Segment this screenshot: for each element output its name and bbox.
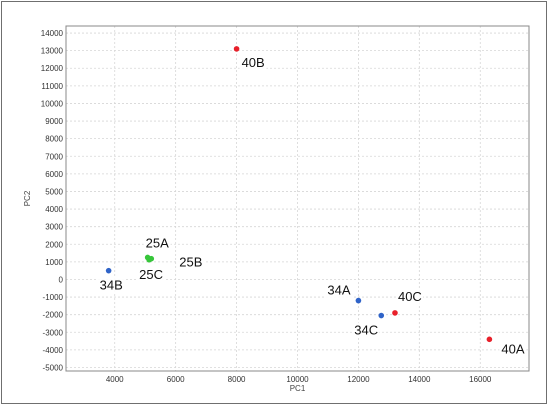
point-34B bbox=[105, 267, 112, 274]
point-label-40B: 40B bbox=[242, 55, 265, 70]
y-tick-label: 7000 bbox=[45, 152, 63, 161]
label-bg bbox=[499, 341, 527, 357]
y-tick-label: -1000 bbox=[43, 293, 64, 302]
point-label-25C: 25C bbox=[139, 267, 163, 282]
data-points bbox=[105, 46, 493, 343]
y-tick-label: 8000 bbox=[45, 135, 63, 144]
label-bg bbox=[137, 266, 165, 282]
x-tick-label: 4000 bbox=[106, 375, 124, 384]
y-tick-label: -4000 bbox=[43, 346, 64, 355]
label-bg bbox=[97, 277, 125, 293]
point-40C bbox=[392, 310, 398, 316]
y-tick-label: 13000 bbox=[41, 47, 64, 56]
x-tick-label: 10000 bbox=[286, 375, 309, 384]
x-tick-label: 6000 bbox=[167, 375, 185, 384]
label-backgrounds bbox=[97, 54, 527, 357]
x-tick-label: 12000 bbox=[347, 375, 370, 384]
label-bg bbox=[352, 322, 380, 338]
y-tick-label: 11000 bbox=[41, 82, 63, 91]
y-tick-label: 0 bbox=[59, 275, 64, 284]
y-tick-label: 12000 bbox=[41, 64, 64, 73]
y-tick-label: -2000 bbox=[43, 311, 64, 320]
point-label-34B: 34B bbox=[100, 278, 123, 293]
x-tick-label: 14000 bbox=[408, 375, 431, 384]
point-40B bbox=[233, 46, 240, 52]
point-label-34A: 34A bbox=[327, 283, 350, 298]
point-34A bbox=[355, 297, 362, 304]
label-bg bbox=[239, 54, 267, 70]
point-label-25A: 25A bbox=[146, 235, 169, 250]
point-40A bbox=[486, 336, 493, 343]
label-bg bbox=[143, 235, 171, 251]
y-tick-label: 10000 bbox=[41, 99, 64, 108]
grid-lines bbox=[66, 26, 529, 371]
plot-area bbox=[65, 25, 530, 372]
x-tick-label: 16000 bbox=[469, 375, 492, 384]
point-25C bbox=[146, 256, 152, 263]
label-bg bbox=[395, 288, 423, 304]
y-tick-label: -5000 bbox=[43, 363, 64, 372]
point-label-34C: 34C bbox=[354, 323, 378, 338]
x-axis-title: PC1 bbox=[290, 384, 306, 393]
y-axis-title: PC2 bbox=[23, 190, 32, 206]
y-tick-label: 6000 bbox=[45, 170, 63, 179]
point-34C bbox=[378, 312, 385, 319]
tick-labels: 4000 6000 8000 10000 12000 14000 16000-5000-40… bbox=[41, 29, 492, 384]
y-tick-label: 5000 bbox=[45, 187, 63, 196]
y-tick-label: 14000 bbox=[41, 29, 64, 38]
point-label-40A: 40A bbox=[501, 341, 524, 356]
label-bg bbox=[177, 254, 205, 270]
point-label-25B: 25B bbox=[179, 255, 202, 270]
y-tick-label: -3000 bbox=[43, 328, 64, 337]
y-tick-label: 9000 bbox=[45, 117, 63, 126]
y-tick-label: 1000 bbox=[45, 258, 63, 267]
y-tick-label: 4000 bbox=[45, 205, 63, 214]
point-labels: 40B 25A 25B 25C 34B 34A 34C 40C 40A bbox=[100, 55, 525, 356]
y-tick-label: 3000 bbox=[45, 223, 63, 232]
label-bg bbox=[325, 282, 353, 298]
x-tick-label: 8000 bbox=[228, 375, 246, 384]
point-label-40C: 40C bbox=[398, 289, 422, 304]
y-tick-label: 2000 bbox=[45, 240, 63, 249]
